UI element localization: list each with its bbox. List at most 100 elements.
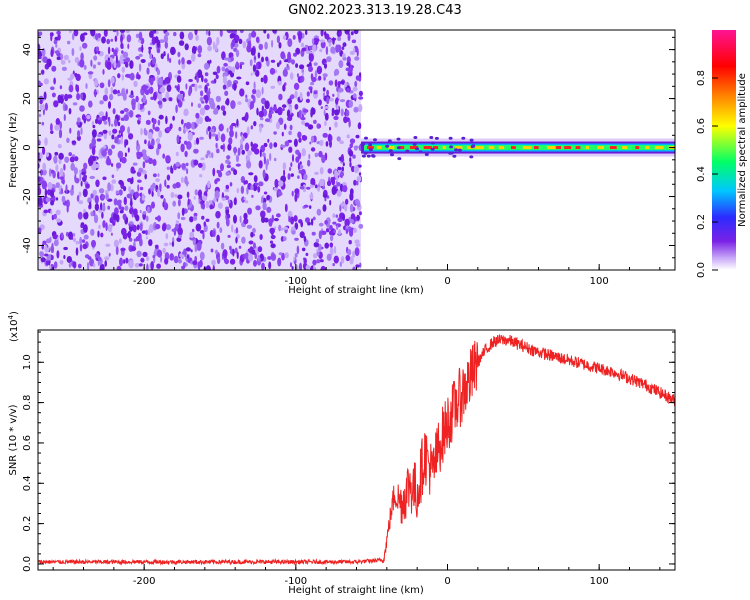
- noise-speckle: [101, 36, 106, 44]
- noise-speckle: [121, 156, 127, 164]
- noise-speckle: [231, 66, 236, 74]
- noise-speckle: [50, 33, 53, 42]
- noise-speckle: [83, 162, 88, 170]
- noise-speckle: [60, 232, 64, 239]
- noise-speckle: [41, 121, 45, 126]
- noise-speckle: [53, 39, 58, 45]
- noise-speckle: [111, 179, 117, 184]
- noise-speckle: [120, 110, 125, 114]
- noise-speckle: [333, 245, 337, 254]
- noise-speckle: [101, 211, 104, 219]
- noise-speckle: [226, 164, 231, 169]
- noise-speckle: [80, 52, 84, 61]
- noise-speckle: [116, 265, 122, 270]
- noise-speckle: [310, 107, 316, 115]
- noise-speckle: [92, 124, 96, 129]
- noise-speckle: [38, 140, 41, 144]
- noise-speckle: [54, 50, 60, 54]
- noise-speckle: [309, 141, 312, 145]
- noise-speckle: [42, 146, 46, 155]
- noise-speckle: [288, 146, 293, 153]
- noise-speckle: [303, 204, 309, 208]
- y-tick-label: 0.8: [22, 395, 33, 411]
- noise-speckle: [148, 239, 153, 247]
- noise-speckle: [289, 124, 293, 131]
- noise-speckle: [75, 247, 79, 256]
- noise-speckle: [177, 70, 182, 75]
- noise-speckle: [108, 252, 111, 257]
- noise-speckle: [319, 178, 325, 187]
- signal-peak: [398, 146, 405, 150]
- noise-speckle: [43, 209, 49, 214]
- noise-speckle: [252, 227, 256, 234]
- noise-speckle: [88, 100, 93, 108]
- noise-speckle: [175, 161, 181, 167]
- noise-speckle: [117, 134, 122, 138]
- noise-speckle: [258, 43, 264, 51]
- noise-speckle: [50, 123, 53, 132]
- noise-speckle: [211, 259, 216, 266]
- noise-speckle: [349, 161, 352, 168]
- noise-speckle: [315, 238, 320, 243]
- noise-speckle: [53, 77, 56, 85]
- noise-speckle: [195, 223, 202, 232]
- noise-speckle: [56, 30, 61, 35]
- noise-speckle: [107, 79, 111, 88]
- noise-speckle: [184, 43, 189, 51]
- noise-speckle: [270, 243, 276, 249]
- signal-peak: [409, 146, 419, 150]
- noise-speckle: [101, 115, 107, 122]
- noise-speckle: [76, 93, 81, 101]
- noise-speckle: [111, 134, 115, 140]
- noise-speckle: [287, 38, 293, 48]
- noise-speckle: [234, 42, 239, 48]
- noise-speckle: [318, 99, 322, 106]
- noise-speckle: [263, 191, 268, 195]
- noise-speckle: [57, 171, 60, 180]
- noise-speckle: [101, 204, 106, 212]
- signal-speckle: [396, 146, 401, 150]
- noise-speckle: [135, 55, 141, 60]
- noise-speckle: [349, 157, 352, 163]
- noise-speckle: [348, 119, 351, 128]
- x-tick-label: 0: [444, 576, 450, 587]
- noise-speckle: [215, 44, 218, 52]
- noise-speckle: [99, 82, 105, 89]
- noise-speckle: [242, 41, 247, 49]
- noise-speckle: [111, 163, 114, 167]
- noise-speckle: [313, 265, 316, 270]
- noise-speckle: [170, 46, 176, 56]
- noise-speckle: [278, 180, 284, 187]
- noise-speckle: [153, 91, 157, 101]
- noise-speckle: [185, 162, 189, 167]
- spectrogram-y-label: Frequency (Hz): [8, 112, 19, 188]
- noise-speckle: [240, 185, 245, 194]
- noise-speckle: [290, 173, 294, 177]
- y-tick-label: 20: [22, 92, 33, 105]
- noise-speckle: [177, 93, 183, 100]
- noise-speckle: [98, 188, 105, 194]
- signal-speckle: [449, 151, 454, 155]
- colorbar-tick-label: 0.4: [696, 166, 707, 182]
- noise-speckle: [278, 224, 282, 232]
- noise-speckle: [340, 108, 344, 117]
- noise-speckle: [176, 237, 182, 243]
- noise-speckle: [301, 247, 306, 252]
- noise-speckle: [186, 168, 189, 175]
- noise-speckle: [309, 205, 312, 210]
- noise-speckle: [281, 131, 284, 137]
- noise-speckle: [217, 202, 223, 209]
- noise-speckle: [308, 66, 313, 72]
- noise-speckle: [342, 162, 345, 167]
- noise-speckle: [95, 179, 100, 188]
- noise-speckle: [147, 132, 153, 140]
- noise-speckle: [337, 36, 342, 42]
- noise-speckle: [310, 147, 316, 152]
- noise-speckle: [164, 257, 169, 265]
- noise-speckle: [267, 256, 272, 260]
- signal-peak: [522, 146, 532, 150]
- noise-speckle: [262, 197, 267, 204]
- noise-speckle: [324, 242, 329, 248]
- noise-speckle: [156, 39, 161, 49]
- signal-speckle: [470, 145, 475, 149]
